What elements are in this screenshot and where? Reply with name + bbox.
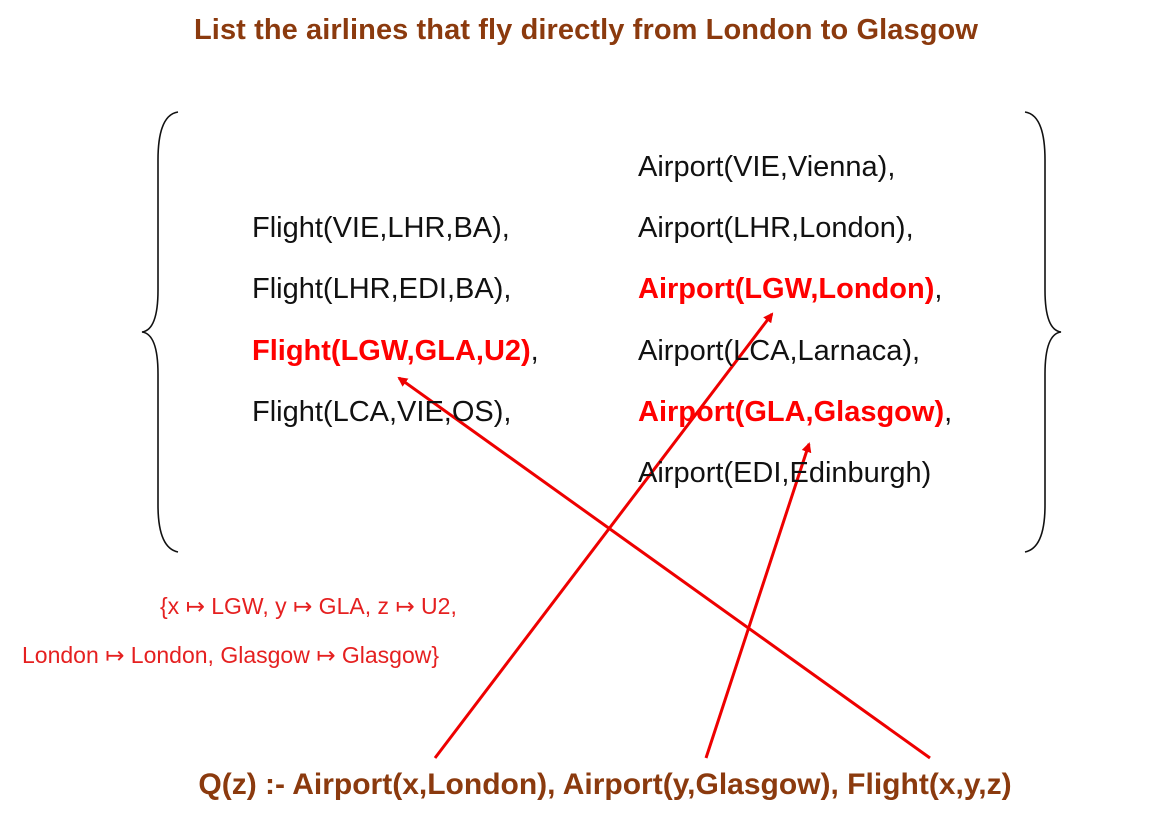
airport-fact-text: Airport(GLA,Glasgow) xyxy=(638,396,945,428)
flight-fact: Flight(LHR,EDI,BA), xyxy=(252,273,512,305)
flight-fact-text: Flight(LHR,EDI,BA) xyxy=(252,273,504,305)
arrow-airport-y-glasgow xyxy=(704,442,812,759)
arrow-flight-xyz xyxy=(397,376,931,760)
flight-fact-text: Flight(LGW,GLA,U2) xyxy=(252,335,531,367)
airport-fact: Airport(EDI,Edinburgh) xyxy=(638,457,931,490)
flight-fact: Flight(VIE,LHR,BA), xyxy=(252,212,510,244)
airport-fact-text: Airport(LCA,Larnaca) xyxy=(638,335,912,367)
airport-fact: Airport(VIE,Vienna), xyxy=(638,151,896,183)
mapping-line-2: London ↦ London, Glasgow ↦ Glasgow} xyxy=(22,642,440,668)
airport-fact: Airport(LHR,London), xyxy=(638,212,914,244)
arrow-airport-x-london xyxy=(433,312,774,759)
flight-fact-text: Flight(LCA,VIE,OS) xyxy=(252,396,504,428)
airport-fact-text: Airport(LGW,London) xyxy=(638,273,935,305)
page-title: List the airlines that fly directly from… xyxy=(193,14,979,46)
left-brace xyxy=(141,111,179,553)
airport-fact-highlighted: Airport(GLA,Glasgow), xyxy=(638,396,953,428)
airport-fact-text: Airport(EDI,Edinburgh) xyxy=(638,457,932,489)
airport-fact: Airport(LCA,Larnaca), xyxy=(638,335,921,367)
airport-fact-text: Airport(LHR,London) xyxy=(638,212,906,244)
airport-fact-highlighted: Airport(LGW,London), xyxy=(638,273,943,305)
flight-fact-text: Flight(VIE,LHR,BA) xyxy=(252,212,502,244)
mapping-line-1: {x ↦ LGW, y ↦ GLA, z ↦ U2, xyxy=(160,593,457,619)
airport-fact-text: Airport(VIE,Vienna) xyxy=(638,151,888,183)
query-text: Q(z) :- Airport(x,London), Airport(y,Gla… xyxy=(198,768,1012,801)
flight-fact: Flight(LCA,VIE,OS), xyxy=(252,396,512,428)
flight-fact-highlighted: Flight(LGW,GLA,U2), xyxy=(252,335,539,367)
right-brace xyxy=(1024,111,1062,553)
